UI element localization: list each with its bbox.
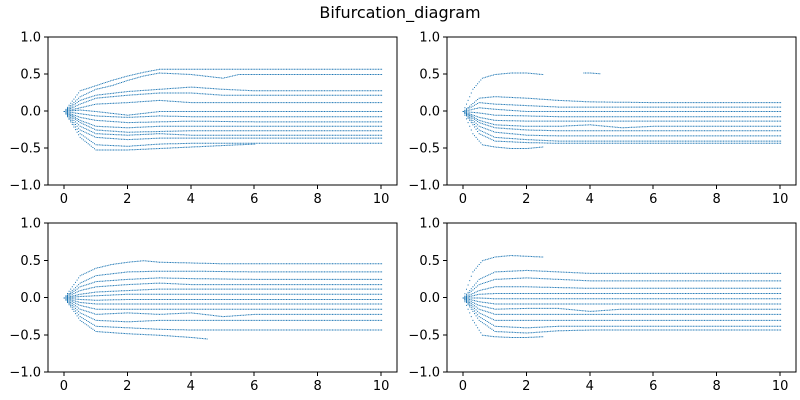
scatter-points (462, 72, 782, 149)
branch-points-3 (63, 86, 383, 112)
x-tick-label: 2 (522, 192, 530, 207)
y-tick-label: −0.5 (9, 142, 41, 157)
branch-points-6 (462, 111, 782, 118)
y-tick-label: −0.5 (408, 328, 440, 343)
y-tick-label: −1.0 (408, 179, 440, 194)
x-tick-label: 10 (373, 192, 390, 207)
y-tick-label: 0.0 (419, 291, 440, 306)
branch-points-6 (63, 109, 383, 116)
subplot-top-left: 0 2 4 6 8 10 −1.0 −0.5 0.0 0.5 1.0 (9, 31, 398, 207)
branch-points-2 (462, 269, 782, 299)
branch-points-6 (462, 297, 782, 300)
x-tick-label: 0 (60, 379, 68, 394)
branch-points-5 (462, 293, 782, 299)
y-tick-label: 1.0 (20, 217, 41, 232)
branch-points-6 (63, 293, 383, 299)
branch-points-7 (462, 111, 782, 122)
y-tick-label: 0.5 (419, 254, 440, 269)
x-tick-label: 8 (713, 192, 721, 207)
x-tick-label: 2 (522, 379, 530, 394)
branch-points-11 (462, 297, 782, 329)
x-tick-label: 8 (314, 192, 322, 207)
scatter-points (63, 260, 383, 340)
branch-points-10 (462, 111, 782, 137)
branch-points-13 (63, 111, 383, 147)
branch-points-5 (63, 99, 383, 112)
branch-points-10 (63, 297, 383, 318)
branch-points-7 (63, 297, 383, 301)
x-tick-label: 4 (187, 192, 195, 207)
y-tick-label: 1.0 (20, 31, 41, 46)
branch-points-8 (462, 111, 782, 129)
scatter-points (462, 255, 782, 338)
y-tick-label: 0.0 (20, 291, 41, 306)
branch-points-9 (63, 111, 383, 129)
branch-points-8 (462, 297, 782, 312)
axes-frame (47, 222, 398, 373)
branch-points-5 (63, 288, 383, 299)
branch-points-3 (63, 277, 383, 299)
y-tick-label: −1.0 (9, 179, 41, 194)
branch-points-11 (63, 111, 383, 136)
branch-points-12 (462, 297, 782, 334)
y-tick-label: 0.5 (20, 254, 41, 269)
figure-title: Bifurcation_diagram (319, 3, 480, 23)
x-tick-label: 6 (649, 192, 657, 207)
branch-points-8 (63, 297, 383, 305)
branch-points-4 (63, 282, 383, 299)
x-tick-label: 4 (187, 379, 195, 394)
branch-points-2 (63, 72, 383, 112)
x-tick-label: 4 (586, 379, 594, 394)
branch-points-4 (462, 286, 782, 299)
x-tick-label: 6 (649, 379, 657, 394)
x-tick-label: 4 (586, 192, 594, 207)
y-tick-label: 0.5 (20, 68, 41, 83)
y-tick-label: 0.5 (419, 68, 440, 83)
y-tick-label: −0.5 (408, 142, 440, 157)
x-tick-label: 2 (123, 379, 131, 394)
branch-points-7 (462, 297, 782, 305)
x-tick-label: 0 (60, 192, 68, 207)
scatter-points (63, 68, 383, 151)
branch-points-4 (462, 102, 782, 112)
x-tick-label: 8 (713, 379, 721, 394)
axes-frame (446, 222, 797, 373)
x-tick-label: 0 (459, 379, 467, 394)
y-tick-label: 0.0 (20, 105, 41, 120)
x-tick-label: 10 (772, 192, 789, 207)
x-tick-label: 10 (373, 379, 390, 394)
x-tick-label: 6 (250, 192, 258, 207)
branch-points-1 (462, 255, 544, 299)
branch-points-8 (63, 111, 383, 124)
y-tick-label: −0.5 (9, 328, 41, 343)
branch-points-2 (583, 72, 601, 75)
x-tick-label: 8 (314, 379, 322, 394)
branch-points-1 (63, 260, 383, 299)
branch-points-10 (63, 111, 383, 133)
subplot-bottom-right: 0 2 4 6 8 10 −1.0 −0.5 0.0 0.5 1.0 (408, 217, 797, 394)
y-tick-label: −1.0 (408, 366, 440, 381)
branch-points-5 (462, 107, 782, 112)
subplot-bottom-left: 0 2 4 6 8 10 −1.0 −0.5 0.0 0.5 1.0 (9, 217, 398, 394)
branch-points-11 (63, 297, 383, 323)
subplots-grid: 0 2 4 6 8 10−1.0−0.50.00.51.00 2 4 6 8 10−1.0−0.50… (9, 31, 797, 394)
branch-points-3 (462, 96, 782, 112)
branch-points-7 (63, 111, 383, 118)
subplot-top-right: 0 2 4 6 8 10 −1.0 −0.5 0.0 0.5 1.0 (408, 31, 797, 207)
x-tick-label: 0 (459, 192, 467, 207)
branch-points-3 (462, 277, 782, 299)
x-tick-label: 10 (772, 379, 789, 394)
y-tick-label: 1.0 (419, 217, 440, 232)
y-tick-label: −1.0 (9, 366, 41, 381)
branch-points-9 (462, 297, 782, 315)
x-tick-label: 6 (250, 379, 258, 394)
branch-points-12 (63, 111, 383, 141)
x-tick-label: 2 (123, 192, 131, 207)
y-tick-label: 1.0 (419, 31, 440, 46)
y-tick-label: 0.0 (419, 105, 440, 120)
